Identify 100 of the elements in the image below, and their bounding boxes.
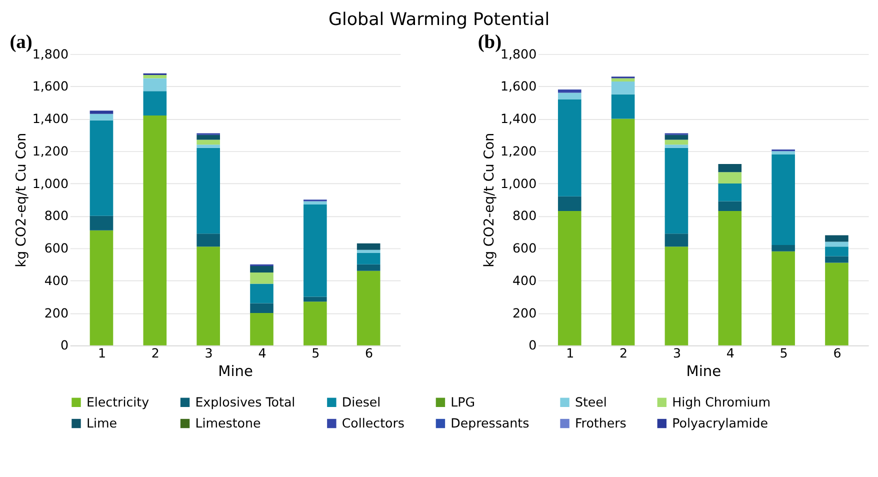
legend-label: Diesel: [342, 394, 381, 410]
bar: [664, 148, 688, 234]
bar: [356, 250, 380, 254]
legend-label: Limestone: [195, 415, 262, 430]
y-tick-label: 600: [512, 240, 537, 256]
legend-label: Polyacrylamide: [672, 415, 768, 430]
bar: [196, 134, 220, 140]
y-tick-label: 0: [60, 338, 68, 353]
x-tick-label: 3: [672, 345, 681, 360]
x-tick-label: 5: [312, 345, 320, 360]
y-tick-label: 1,000: [500, 176, 537, 191]
bar: [825, 262, 848, 346]
bar: [772, 251, 795, 346]
bar: [250, 272, 274, 284]
y-tick-label: 800: [44, 208, 68, 224]
bar: [356, 243, 380, 250]
bar: [718, 210, 742, 346]
x-tick-label: 2: [620, 345, 628, 360]
bar: [90, 120, 114, 216]
x-tick-label: 4: [726, 345, 734, 360]
bar: [664, 134, 688, 140]
bar: [718, 164, 742, 172]
bar: [664, 144, 688, 148]
bar: [304, 296, 327, 302]
bar: [143, 115, 167, 346]
legend-label: Electricity: [86, 394, 150, 410]
bar: [250, 303, 274, 313]
bar: [772, 151, 795, 154]
bar: [558, 196, 582, 211]
bar: [196, 140, 220, 145]
bar: [143, 74, 167, 78]
y-tick-label: 600: [44, 240, 68, 256]
bar: [611, 81, 635, 94]
y-tick-label: 1,600: [32, 78, 68, 94]
bar: [664, 246, 688, 346]
bar: [611, 94, 635, 119]
bar: [664, 140, 688, 145]
y-tick-label: 400: [44, 272, 68, 288]
bar: [558, 90, 582, 93]
legend-label: LPG: [450, 394, 476, 410]
y-tick-label: 1,200: [32, 143, 68, 158]
bar: [356, 270, 380, 346]
y-tick-label: 1,800: [32, 46, 68, 62]
bar: [143, 78, 167, 92]
bar: [196, 234, 220, 247]
y-axis-title: kg CO2-eq/t Cu Con: [482, 132, 498, 268]
x-axis-title: Mine: [218, 362, 253, 380]
bar: [143, 91, 167, 116]
bar: [250, 312, 274, 346]
bar: [611, 118, 635, 346]
bar: [772, 244, 795, 252]
bar: [304, 204, 327, 297]
bar: [718, 201, 742, 211]
x-tick-label: 4: [258, 345, 266, 360]
bar: [664, 234, 688, 247]
y-tick-label: 1,400: [32, 111, 68, 126]
bar: [356, 253, 380, 264]
bar: [304, 201, 327, 204]
bar: [825, 235, 848, 242]
x-tick-label: 2: [151, 345, 160, 360]
y-tick-label: 1,200: [500, 143, 537, 158]
legend-label: Collectors: [342, 415, 405, 430]
legend-label: Explosives Total: [195, 394, 296, 410]
bar: [558, 92, 582, 100]
text: (b): [478, 32, 502, 54]
bar: [196, 144, 220, 148]
bar: [250, 266, 274, 272]
bar: [825, 246, 848, 256]
y-tick-label: 1,000: [32, 176, 68, 191]
bar: [558, 210, 582, 346]
bar: [611, 78, 635, 82]
x-tick-label: 6: [365, 345, 374, 360]
bar: [772, 154, 795, 245]
x-tick-label: 1: [98, 345, 106, 360]
y-tick-label: 1,600: [500, 78, 537, 94]
bar: [90, 110, 114, 114]
legend-label: High Chromium: [672, 394, 771, 410]
bar: [304, 302, 327, 346]
bar: [825, 256, 848, 263]
bar: [250, 284, 274, 304]
bar: [718, 172, 742, 184]
y-tick-label: 400: [512, 272, 537, 288]
x-tick-label: 3: [204, 345, 213, 360]
text: (a): [10, 32, 32, 54]
y-tick-label: 200: [512, 305, 537, 320]
bar: [356, 264, 380, 271]
y-axis-title: kg CO2-eq/t Cu Con: [14, 132, 30, 268]
x-tick-label: 5: [780, 345, 788, 360]
bar: [90, 230, 114, 346]
legend-label: Frothers: [574, 415, 626, 430]
legend-label: Lime: [86, 415, 118, 430]
y-tick-label: 0: [528, 338, 537, 353]
x-tick-label: 6: [833, 345, 842, 360]
legend-label: Depressants: [450, 415, 530, 430]
text: Global Warming Potential: [328, 10, 550, 30]
bar: [196, 246, 220, 346]
legend-label: Steel: [574, 394, 607, 410]
y-tick-label: 800: [512, 208, 537, 224]
bar: [196, 148, 220, 234]
bar: [90, 114, 114, 120]
